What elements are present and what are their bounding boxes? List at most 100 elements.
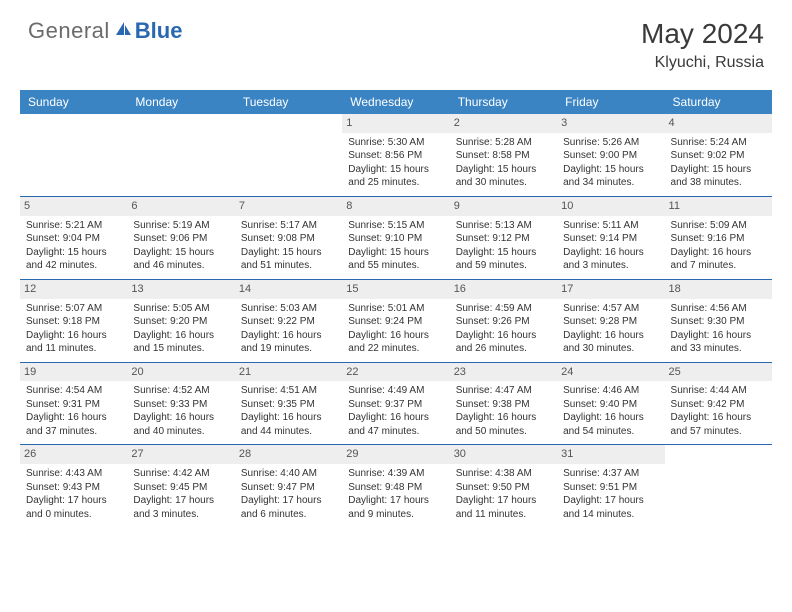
- daylight-text: Daylight: 15 hours and 38 minutes.: [671, 163, 766, 190]
- daylight-text: Daylight: 16 hours and 44 minutes.: [241, 411, 336, 438]
- sunset-text: Sunset: 9:16 PM: [671, 232, 766, 246]
- day-number: 18: [665, 280, 772, 299]
- daylight-text: Daylight: 15 hours and 59 minutes.: [456, 246, 551, 273]
- calendar-cell: 3Sunrise: 5:26 AMSunset: 9:00 PMDaylight…: [557, 114, 664, 196]
- calendar-body: 1Sunrise: 5:30 AMSunset: 8:56 PMDaylight…: [20, 114, 772, 527]
- sunrise-text: Sunrise: 4:39 AM: [348, 467, 443, 481]
- sunset-text: Sunset: 9:04 PM: [26, 232, 121, 246]
- logo: General Blue: [28, 18, 182, 44]
- day-number: 13: [127, 280, 234, 299]
- calendar-cell: 14Sunrise: 5:03 AMSunset: 9:22 PMDayligh…: [235, 279, 342, 362]
- calendar-cell: [665, 445, 772, 527]
- calendar-cell: 19Sunrise: 4:54 AMSunset: 9:31 PMDayligh…: [20, 362, 127, 445]
- day-number: 7: [235, 197, 342, 216]
- sunset-text: Sunset: 9:45 PM: [133, 481, 228, 495]
- sunrise-text: Sunrise: 4:47 AM: [456, 384, 551, 398]
- sail-icon: [114, 21, 132, 42]
- daylight-text: Daylight: 16 hours and 7 minutes.: [671, 246, 766, 273]
- sunset-text: Sunset: 9:22 PM: [241, 315, 336, 329]
- sunset-text: Sunset: 9:31 PM: [26, 398, 121, 412]
- sunset-text: Sunset: 9:00 PM: [563, 149, 658, 163]
- weekday-header: Monday: [127, 90, 234, 114]
- sunrise-text: Sunrise: 5:05 AM: [133, 302, 228, 316]
- day-number: 29: [342, 445, 449, 464]
- day-number: 20: [127, 363, 234, 382]
- day-number: 19: [20, 363, 127, 382]
- weekday-header: Sunday: [20, 90, 127, 114]
- day-number: 6: [127, 197, 234, 216]
- calendar-cell: 20Sunrise: 4:52 AMSunset: 9:33 PMDayligh…: [127, 362, 234, 445]
- sunrise-text: Sunrise: 5:01 AM: [348, 302, 443, 316]
- sunset-text: Sunset: 9:14 PM: [563, 232, 658, 246]
- sunset-text: Sunset: 9:12 PM: [456, 232, 551, 246]
- sunset-text: Sunset: 9:51 PM: [563, 481, 658, 495]
- day-number: 3: [557, 114, 664, 133]
- calendar-cell: 18Sunrise: 4:56 AMSunset: 9:30 PMDayligh…: [665, 279, 772, 362]
- sunrise-text: Sunrise: 5:13 AM: [456, 219, 551, 233]
- daylight-text: Daylight: 15 hours and 42 minutes.: [26, 246, 121, 273]
- calendar-cell: 9Sunrise: 5:13 AMSunset: 9:12 PMDaylight…: [450, 196, 557, 279]
- sunrise-text: Sunrise: 4:40 AM: [241, 467, 336, 481]
- daylight-text: Daylight: 16 hours and 3 minutes.: [563, 246, 658, 273]
- calendar-row: 26Sunrise: 4:43 AMSunset: 9:43 PMDayligh…: [20, 445, 772, 527]
- calendar-row: 5Sunrise: 5:21 AMSunset: 9:04 PMDaylight…: [20, 196, 772, 279]
- calendar-cell: [127, 114, 234, 196]
- sunrise-text: Sunrise: 5:07 AM: [26, 302, 121, 316]
- daylight-text: Daylight: 15 hours and 55 minutes.: [348, 246, 443, 273]
- sunrise-text: Sunrise: 4:37 AM: [563, 467, 658, 481]
- sunrise-text: Sunrise: 5:24 AM: [671, 136, 766, 150]
- calendar-cell: 5Sunrise: 5:21 AMSunset: 9:04 PMDaylight…: [20, 196, 127, 279]
- calendar-cell: 7Sunrise: 5:17 AMSunset: 9:08 PMDaylight…: [235, 196, 342, 279]
- calendar-cell: 11Sunrise: 5:09 AMSunset: 9:16 PMDayligh…: [665, 196, 772, 279]
- sunset-text: Sunset: 9:30 PM: [671, 315, 766, 329]
- day-number: 15: [342, 280, 449, 299]
- sunset-text: Sunset: 9:26 PM: [456, 315, 551, 329]
- day-number: 14: [235, 280, 342, 299]
- daylight-text: Daylight: 15 hours and 46 minutes.: [133, 246, 228, 273]
- daylight-text: Daylight: 16 hours and 22 minutes.: [348, 329, 443, 356]
- sunrise-text: Sunrise: 5:15 AM: [348, 219, 443, 233]
- daylight-text: Daylight: 15 hours and 25 minutes.: [348, 163, 443, 190]
- sunset-text: Sunset: 9:38 PM: [456, 398, 551, 412]
- sunset-text: Sunset: 9:18 PM: [26, 315, 121, 329]
- daylight-text: Daylight: 16 hours and 50 minutes.: [456, 411, 551, 438]
- sunrise-text: Sunrise: 4:42 AM: [133, 467, 228, 481]
- sunset-text: Sunset: 9:33 PM: [133, 398, 228, 412]
- calendar-cell: 21Sunrise: 4:51 AMSunset: 9:35 PMDayligh…: [235, 362, 342, 445]
- daylight-text: Daylight: 16 hours and 19 minutes.: [241, 329, 336, 356]
- daylight-text: Daylight: 16 hours and 11 minutes.: [26, 329, 121, 356]
- daylight-text: Daylight: 15 hours and 30 minutes.: [456, 163, 551, 190]
- calendar-cell: 4Sunrise: 5:24 AMSunset: 9:02 PMDaylight…: [665, 114, 772, 196]
- calendar-cell: 15Sunrise: 5:01 AMSunset: 9:24 PMDayligh…: [342, 279, 449, 362]
- sunset-text: Sunset: 9:50 PM: [456, 481, 551, 495]
- calendar-cell: 17Sunrise: 4:57 AMSunset: 9:28 PMDayligh…: [557, 279, 664, 362]
- daylight-text: Daylight: 16 hours and 57 minutes.: [671, 411, 766, 438]
- calendar-row: 12Sunrise: 5:07 AMSunset: 9:18 PMDayligh…: [20, 279, 772, 362]
- sunrise-text: Sunrise: 5:30 AM: [348, 136, 443, 150]
- calendar-cell: 31Sunrise: 4:37 AMSunset: 9:51 PMDayligh…: [557, 445, 664, 527]
- daylight-text: Daylight: 17 hours and 6 minutes.: [241, 494, 336, 521]
- day-number: 4: [665, 114, 772, 133]
- sunset-text: Sunset: 9:43 PM: [26, 481, 121, 495]
- sunrise-text: Sunrise: 5:17 AM: [241, 219, 336, 233]
- day-number: 5: [20, 197, 127, 216]
- day-number: 27: [127, 445, 234, 464]
- sunset-text: Sunset: 9:10 PM: [348, 232, 443, 246]
- sunrise-text: Sunrise: 5:09 AM: [671, 219, 766, 233]
- weekday-header: Saturday: [665, 90, 772, 114]
- logo-text-general: General: [28, 18, 110, 44]
- day-number: 17: [557, 280, 664, 299]
- sunrise-text: Sunrise: 5:19 AM: [133, 219, 228, 233]
- day-number: 21: [235, 363, 342, 382]
- sunrise-text: Sunrise: 4:49 AM: [348, 384, 443, 398]
- sunset-text: Sunset: 9:28 PM: [563, 315, 658, 329]
- day-number: 24: [557, 363, 664, 382]
- calendar-cell: [20, 114, 127, 196]
- daylight-text: Daylight: 17 hours and 11 minutes.: [456, 494, 551, 521]
- daylight-text: Daylight: 17 hours and 0 minutes.: [26, 494, 121, 521]
- calendar-cell: 10Sunrise: 5:11 AMSunset: 9:14 PMDayligh…: [557, 196, 664, 279]
- calendar-cell: 29Sunrise: 4:39 AMSunset: 9:48 PMDayligh…: [342, 445, 449, 527]
- sunset-text: Sunset: 9:48 PM: [348, 481, 443, 495]
- day-number: 23: [450, 363, 557, 382]
- sunrise-text: Sunrise: 5:28 AM: [456, 136, 551, 150]
